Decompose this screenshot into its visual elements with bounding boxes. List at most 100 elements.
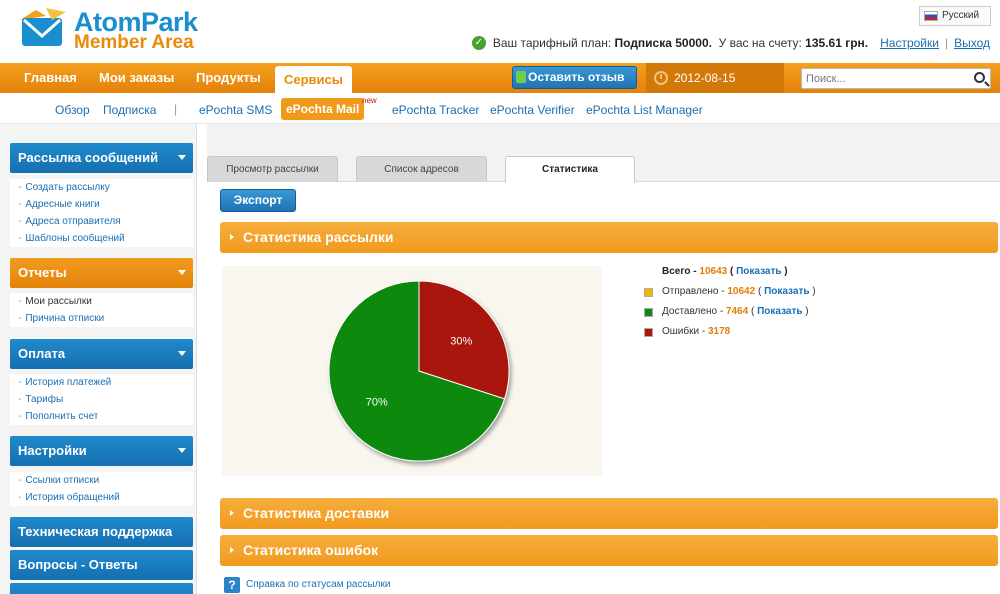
sidebar-links-payment: - История платежей - Тарифы - Пополнить сче… bbox=[10, 374, 193, 425]
sidebar-section-title: Настройки bbox=[18, 443, 87, 458]
envelope-logo-icon bbox=[20, 8, 66, 46]
sidebar-link-unsubscribe-links[interactable]: - Ссылки отписки bbox=[18, 475, 100, 486]
section-title: Статистика ошибок bbox=[243, 542, 379, 558]
main-content: Просмотр рассылки Список адресов Статист… bbox=[207, 124, 1000, 594]
sidebar-section-mailing[interactable]: Рассылка сообщений bbox=[10, 143, 193, 173]
sidebar-faq[interactable]: Вопросы - Ответы bbox=[10, 550, 193, 580]
atompark-logo[interactable]: AtomPark Member Area bbox=[16, 6, 206, 56]
logout-link[interactable]: Выход bbox=[954, 36, 990, 50]
show-total-link[interactable]: Показать bbox=[736, 266, 782, 277]
sidebar-links-reports: - Мои рассылки - Причина отписки bbox=[10, 293, 193, 327]
chevron-down-icon bbox=[178, 270, 186, 275]
sidebar-link-create-mailing[interactable]: - Создать рассылку bbox=[18, 182, 110, 193]
sidebar: Рассылка сообщений - Создать рассылку - Ад… bbox=[0, 124, 197, 594]
sidebar-link-top-up[interactable]: - Пополнить счет bbox=[18, 411, 99, 422]
pie-slice-errors bbox=[418, 280, 510, 400]
sidebar-section-reports[interactable]: Отчеты bbox=[10, 258, 193, 288]
main-navigation: Главная Мои заказы Продукты Сервисы Оста… bbox=[0, 63, 1000, 115]
subnav-epochta-tracker[interactable]: ePochta Tracker bbox=[392, 103, 480, 117]
sidebar-section-title: Оплата bbox=[18, 346, 66, 361]
sidebar-tech-support[interactable]: Техническая поддержка bbox=[10, 517, 193, 547]
legend-swatch-sent bbox=[644, 288, 653, 297]
sidebar-section-title: Техническая поддержка bbox=[18, 524, 173, 539]
settings-link[interactable]: Настройки bbox=[880, 36, 939, 50]
tab-address-list[interactable]: Список адресов bbox=[356, 156, 487, 182]
feedback-icon bbox=[516, 71, 526, 83]
sidebar-section-settings[interactable]: Настройки bbox=[10, 436, 193, 466]
show-sent-link[interactable]: Показать bbox=[764, 286, 810, 297]
nav-services[interactable]: Сервисы bbox=[275, 66, 352, 93]
sidebar-section-title: Вопросы - Ответы bbox=[18, 557, 138, 572]
chart-legend: Всего - 10643 ( Показать ) Отправлено - … bbox=[640, 262, 940, 342]
legend-delivered-value: 7464 bbox=[725, 306, 749, 317]
search-box bbox=[801, 68, 991, 89]
legend-total: Всего - 10643 ( Показать ) bbox=[662, 266, 788, 277]
search-input[interactable] bbox=[802, 69, 962, 88]
sidebar-link-my-mailings[interactable]: - Мои рассылки bbox=[18, 296, 92, 307]
section-mailing-stats[interactable]: Статистика рассылки bbox=[220, 222, 998, 253]
triangle-right-icon bbox=[230, 234, 234, 240]
datetime-display: 2012-08-15 17:46:30 bbox=[646, 63, 784, 115]
sidebar-link-unsubscribe-reason[interactable]: - Причина отписки bbox=[18, 313, 105, 324]
language-label: Русский bbox=[942, 10, 980, 21]
balance-value: 135.61 грн. bbox=[805, 36, 869, 50]
pie-label-delivered: 70% bbox=[366, 397, 388, 409]
sidebar-more-section[interactable] bbox=[10, 583, 193, 594]
chevron-down-icon bbox=[178, 351, 186, 356]
language-selector[interactable]: Русский bbox=[919, 6, 991, 26]
logo-title: AtomPark bbox=[74, 7, 198, 37]
tab-statistics[interactable]: Статистика bbox=[505, 156, 635, 183]
new-badge: new bbox=[362, 96, 377, 105]
subnav-epochta-sms[interactable]: ePochta SMS bbox=[199, 103, 273, 117]
triangle-right-icon bbox=[230, 510, 234, 516]
plan-label: Ваш тарифный план: bbox=[492, 36, 612, 50]
sidebar-links-settings: - Ссылки отписки - История обращений bbox=[10, 472, 193, 506]
chevron-down-icon bbox=[178, 448, 186, 453]
sidebar-link-tariffs[interactable]: - Тарифы bbox=[18, 394, 64, 405]
sidebar-links-mailing: - Создать рассылку - Адресные книги - Адрес… bbox=[10, 179, 193, 247]
header: AtomPark Member Area Русский ✓ Ваш тариф… bbox=[0, 0, 1000, 62]
section-delivery-stats[interactable]: Статистика доставки bbox=[220, 498, 998, 529]
sidebar-link-address-books[interactable]: - Адресные книги bbox=[18, 199, 100, 210]
sidebar-section-payment[interactable]: Оплата bbox=[10, 339, 193, 369]
sidebar-section-title: Рассылка сообщений bbox=[18, 150, 159, 165]
search-icon[interactable] bbox=[974, 72, 985, 83]
legend-swatch-delivered bbox=[644, 308, 653, 317]
tabs-bar: Просмотр рассылки Список адресов Статист… bbox=[207, 124, 1000, 183]
help-icon: ? bbox=[224, 577, 240, 593]
legend-sent-value: 10642 bbox=[727, 286, 756, 297]
sidebar-link-message-templates[interactable]: - Шаблоны сообщений bbox=[18, 233, 125, 244]
pie-chart: 70% 30% bbox=[328, 280, 510, 462]
sidebar-link-sender-addresses[interactable]: - Адреса отправителя bbox=[18, 216, 121, 227]
legend-errors-value: 3178 bbox=[707, 326, 731, 337]
nav-my-orders[interactable]: Мои заказы bbox=[99, 70, 175, 85]
section-title: Статистика доставки bbox=[243, 505, 390, 521]
sub-navigation: Обзор Подписка | ePochta SMS ePochta Mai… bbox=[0, 93, 1000, 124]
subnav-epochta-list-manager[interactable]: ePochta List Manager bbox=[586, 103, 703, 117]
legend-swatch-errors bbox=[644, 328, 653, 337]
nav-products[interactable]: Продукты bbox=[196, 70, 261, 85]
tab-view-mailing[interactable]: Просмотр рассылки bbox=[207, 156, 338, 182]
leave-feedback-button[interactable]: Оставить отзыв bbox=[512, 66, 637, 89]
subnav-divider: | bbox=[174, 102, 178, 116]
help-status-link[interactable]: ? Справка по статусам рассылки bbox=[224, 577, 390, 593]
subnav-overview[interactable]: Обзор bbox=[55, 103, 90, 117]
logo-subtitle: Member Area bbox=[74, 32, 194, 53]
balance-label: У вас на счету: bbox=[718, 36, 802, 50]
legend-errors: Ошибки - 3178 bbox=[640, 322, 940, 342]
show-delivered-link[interactable]: Показать bbox=[757, 306, 803, 317]
subnav-epochta-verifier[interactable]: ePochta Verifier bbox=[490, 103, 575, 117]
sidebar-section-title: Отчеты bbox=[18, 265, 67, 280]
sidebar-link-request-history[interactable]: - История обращений bbox=[18, 492, 120, 503]
section-error-stats[interactable]: Статистика ошибок bbox=[220, 535, 998, 566]
subnav-subscription[interactable]: Подписка bbox=[103, 103, 157, 117]
sidebar-link-payment-history[interactable]: - История платежей bbox=[18, 377, 112, 388]
export-button[interactable]: Экспорт bbox=[220, 189, 296, 212]
subnav-epochta-mail[interactable]: ePochta Mail bbox=[281, 98, 365, 120]
plan-name: Подписка 50000. bbox=[614, 36, 712, 50]
nav-home[interactable]: Главная bbox=[24, 70, 77, 85]
check-icon: ✓ bbox=[471, 36, 486, 50]
pie-chart-area: 70% 30% bbox=[222, 266, 602, 476]
account-status: ✓ Ваш тарифный план: Подписка 50000. У в… bbox=[471, 36, 990, 50]
pie-slice-delivered bbox=[328, 280, 506, 462]
